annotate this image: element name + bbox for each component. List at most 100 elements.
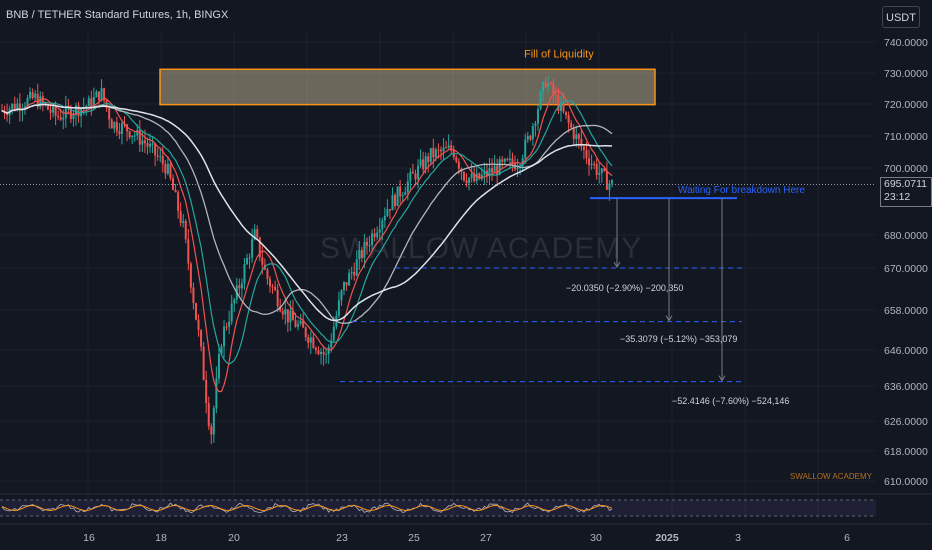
candle-body <box>29 92 32 98</box>
candle-body <box>432 147 435 158</box>
y-tick-label: 646.0000 <box>884 345 928 357</box>
candle-body <box>580 138 583 147</box>
candle-body <box>332 326 335 341</box>
candle-body <box>345 282 348 286</box>
y-tick-label: 610.0000 <box>884 476 928 488</box>
candle-body <box>108 108 111 120</box>
candle-body <box>411 171 414 174</box>
candle-body <box>434 149 437 158</box>
candle-body <box>317 350 320 355</box>
candle-body <box>363 241 366 258</box>
candle-body <box>383 215 386 221</box>
candle-body <box>279 306 282 312</box>
bar-countdown: 23:12 <box>884 191 911 203</box>
candle-body <box>18 103 21 111</box>
target-arrowhead <box>718 375 726 382</box>
candle-body <box>268 278 271 287</box>
candle-body <box>427 156 430 163</box>
candle-body <box>281 311 284 315</box>
candle-body <box>422 159 425 170</box>
candle-body <box>450 145 453 150</box>
candle-body <box>350 271 353 273</box>
candle-body <box>44 102 47 105</box>
candle-body <box>261 257 264 265</box>
candle-body <box>154 143 157 156</box>
candle-body <box>6 113 9 116</box>
candle-body <box>302 320 305 328</box>
candle-body <box>77 105 80 117</box>
y-tick-label: 720.0000 <box>884 99 928 111</box>
ma-long-line <box>1 103 613 322</box>
candle-body <box>585 149 588 159</box>
candle-body <box>557 95 560 111</box>
candle-body <box>118 131 121 134</box>
breakdown-label: Waiting For breakdown Here <box>678 185 805 196</box>
candle-body <box>588 158 591 165</box>
candle-body <box>95 91 98 98</box>
x-tick-label: 3 <box>735 532 741 544</box>
candle-body <box>39 96 42 107</box>
y-tick-label: 710.0000 <box>884 131 928 143</box>
candle-body <box>337 300 340 316</box>
candle-body <box>143 140 146 144</box>
candle-body <box>386 209 389 216</box>
candle-body <box>371 233 374 245</box>
candle-body <box>115 122 118 132</box>
candle-body <box>97 91 100 101</box>
candle-body <box>274 286 277 290</box>
candle-body <box>600 168 603 174</box>
candle-body <box>146 143 149 147</box>
candle-body <box>559 102 562 111</box>
y-tick-label: 730.0000 <box>884 68 928 80</box>
candle-body <box>327 347 330 354</box>
candle-body <box>271 286 274 288</box>
candle-body <box>552 83 555 95</box>
candle-body <box>149 143 152 147</box>
candle-body <box>92 97 95 108</box>
candle-body <box>544 81 547 88</box>
candle-body <box>156 155 159 157</box>
y-tick-label: 680.0000 <box>884 230 928 242</box>
candle-body <box>113 122 116 129</box>
currency-button[interactable]: USDT <box>882 6 920 28</box>
candle-body <box>470 173 473 178</box>
candle-body <box>320 351 323 355</box>
candle-body <box>516 167 519 170</box>
candle-body <box>608 183 611 190</box>
candle-body <box>57 115 60 118</box>
candle-body <box>141 140 144 145</box>
candle-body <box>75 105 78 115</box>
candle-body <box>437 149 440 151</box>
candle-body <box>169 163 172 179</box>
candle-body <box>151 143 154 145</box>
candle-body <box>343 282 346 291</box>
candle-body <box>536 108 539 124</box>
candle-body <box>562 102 565 112</box>
candle-body <box>314 347 317 351</box>
candle-body <box>577 134 580 139</box>
x-tick-label: 2025 <box>655 532 679 544</box>
last-price-tag: 695.0711 23:12 <box>880 177 932 207</box>
candle-body <box>217 353 220 379</box>
candle-body <box>299 320 302 324</box>
y-tick-label: 658.0000 <box>884 305 928 317</box>
candle-body <box>498 159 501 175</box>
candle-body <box>87 98 90 106</box>
candle-body <box>240 283 243 289</box>
candle-body <box>598 173 601 175</box>
candle-body <box>304 327 307 338</box>
target-label: −20.0350 (−2.90%) −200,350 <box>566 283 683 293</box>
candle-body <box>161 156 164 165</box>
candle-body <box>368 244 371 246</box>
candle-body <box>503 158 506 162</box>
candle-body <box>253 229 256 240</box>
ma-fast-line <box>1 90 613 393</box>
candle-body <box>322 351 325 355</box>
candle-body <box>396 186 399 207</box>
chart-title: BNB / TETHER Standard Futures, 1h, BINGX <box>6 9 229 21</box>
candle-body <box>174 189 177 193</box>
candle-body <box>491 168 494 173</box>
candle-body <box>16 103 19 110</box>
x-tick-label: 18 <box>155 532 167 544</box>
